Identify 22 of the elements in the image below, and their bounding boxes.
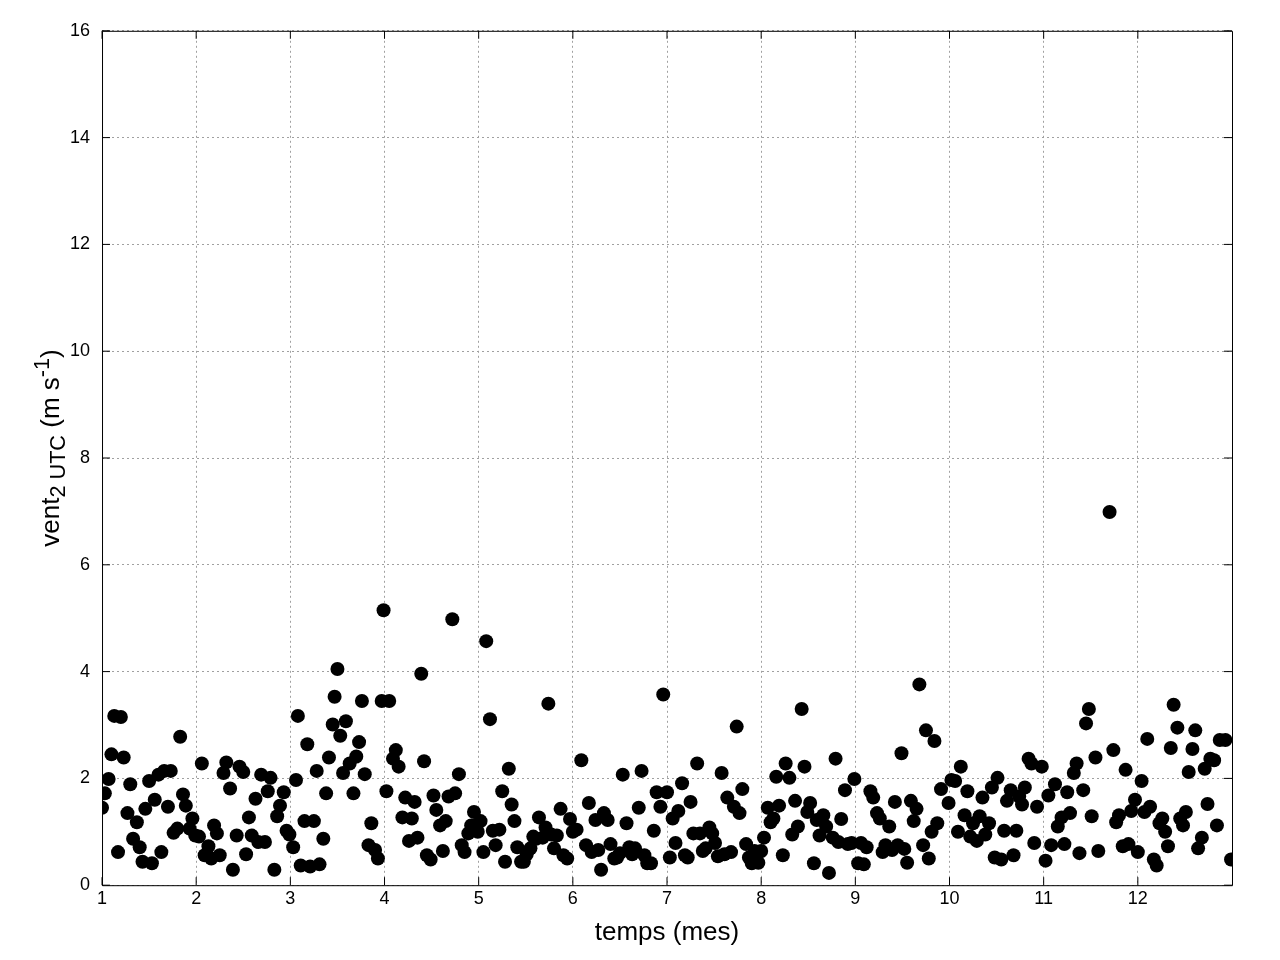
x-tick-label: 6	[567, 887, 578, 908]
x-tick-label: 8	[756, 887, 767, 908]
y-tick-label: 10	[69, 340, 91, 361]
x-tick-label: 2	[191, 887, 202, 908]
x-tick-label: 5	[473, 887, 484, 908]
y-tick-label: 2	[80, 767, 91, 788]
y-tick-label: 0	[80, 874, 91, 895]
y-tick-label: 4	[80, 660, 91, 681]
x-tick-label: 12	[1127, 887, 1148, 908]
y-tick-label: 6	[80, 553, 91, 574]
y-tick-label: 8	[80, 446, 91, 467]
x-axis-title: temps (mes)	[594, 915, 740, 946]
x-tick-label: 1	[97, 887, 108, 908]
x-tick-label: 7	[662, 887, 673, 908]
x-tick-label: 11	[1034, 887, 1054, 908]
x-tick-label: 10	[939, 887, 960, 908]
x-tick-label: 3	[285, 887, 296, 908]
y-tick-label: 12	[69, 233, 91, 254]
x-tick-label: 4	[379, 887, 390, 908]
y-tick-label: 14	[69, 126, 91, 147]
y-tick-label: 16	[69, 19, 91, 40]
x-tick-label: 9	[850, 887, 861, 908]
